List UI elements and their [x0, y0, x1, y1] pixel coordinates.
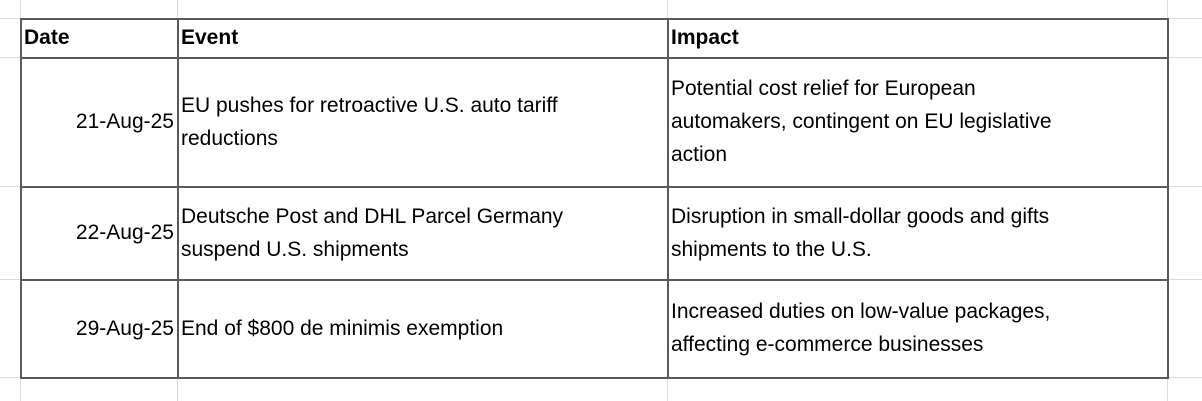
cell-border	[20, 186, 1169, 188]
date-cell: 29-Aug-25	[20, 279, 177, 377]
header-cell: Event	[177, 18, 667, 57]
cell-text: EU pushes for retroactive U.S. auto tari…	[181, 93, 558, 117]
cell-border	[667, 18, 669, 378]
impact-cell: Potential cost relief for European automa…	[667, 57, 1167, 186]
date-cell: 21-Aug-25	[20, 57, 177, 186]
cell-text: Increased duties on low-value packages,	[671, 300, 1051, 323]
event-cell: EU pushes for retroactive U.S. auto tari…	[177, 57, 667, 186]
cell-text: Disruption in small-dollar goods and gif…	[671, 204, 1050, 228]
cell-text: 21-Aug-25	[75, 110, 174, 133]
cell-text: suspend U.S. shipments	[181, 237, 409, 261]
cell-text: Deutsche Post and DHL Parcel Germany	[181, 204, 564, 228]
event-cell: Deutsche Post and DHL Parcel Germany susp…	[177, 186, 667, 279]
header-cell: Impact	[667, 18, 1167, 57]
cell-border	[20, 18, 1169, 20]
cell-text: 22-Aug-25	[75, 221, 174, 244]
date-cell: 22-Aug-25	[20, 186, 177, 279]
cell-border	[177, 18, 179, 378]
cell-border	[1167, 18, 1169, 378]
cell-border	[20, 279, 1169, 281]
cell-text: reductions	[181, 126, 278, 150]
impact-cell: Disruption in small-dollar goods and gif…	[667, 186, 1167, 279]
impact-cell: Increased duties on low-value packages, a…	[667, 279, 1167, 377]
cell-text: automakers, contingent on EU legislative	[671, 110, 1052, 133]
cell-text: Event	[181, 25, 239, 49]
cell-text: Date	[24, 25, 70, 49]
header-cell: Date	[20, 18, 177, 57]
cell-border	[20, 377, 1169, 379]
cell-text: End of $800 de minimis exemption	[181, 316, 504, 340]
cell-text: action	[671, 143, 728, 166]
cell-text: shipments to the U.S.	[671, 237, 872, 261]
cell-border	[20, 18, 22, 378]
cell-text: affecting e-commerce businesses	[671, 333, 984, 356]
cell-text: Impact	[671, 25, 739, 49]
event-cell: End of $800 de minimis exemption	[177, 279, 667, 377]
cell-border	[20, 57, 1169, 59]
cell-text: Potential cost relief for European	[671, 77, 976, 100]
cell-text: 29-Aug-25	[75, 316, 174, 340]
